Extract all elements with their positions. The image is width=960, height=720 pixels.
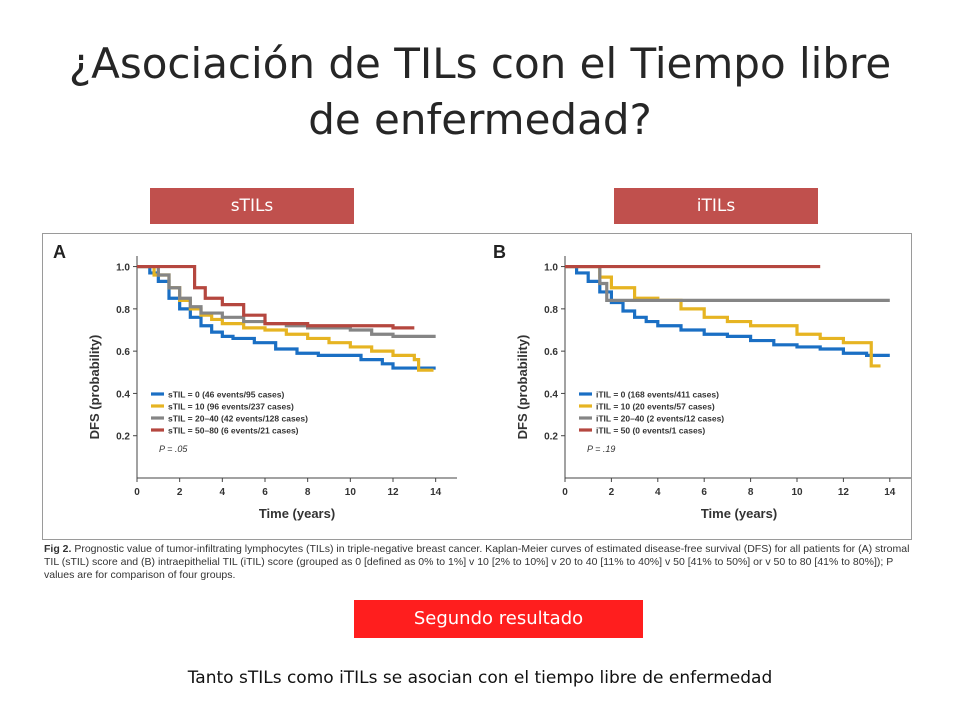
y-axis-label: DFS (probability) [515,335,530,440]
x-tick-label: 4 [220,487,226,498]
series-line-1 [565,264,890,357]
x-tick-label: 2 [177,487,183,498]
x-tick-label: 2 [609,487,615,498]
legend-label: iTIL = 50 (0 events/1 cases) [596,426,705,436]
conclusion-text: Tanto sTILs como iTILs se asocian con el… [187,668,773,688]
x-tick-label: 4 [655,487,661,498]
legend-label: iTIL = 10 (20 events/57 cases) [596,402,715,412]
legend-label: sTIL = 20–40 (42 events/128 cases) [168,414,308,424]
caption-label: Fig 2. [44,543,72,555]
panel-label: A [53,242,66,262]
y-tick-label: 0.4 [544,389,558,400]
legend-label: sTIL = 50–80 (6 events/21 cases) [168,426,299,436]
y-tick-label: 1.0 [544,263,558,274]
y-tick-label: 0.8 [544,305,558,316]
series-line-3 [565,264,890,302]
x-tick-label: 6 [262,487,268,498]
y-tick-label: 0.2 [116,432,130,443]
p-value-label: P = .05 [159,444,188,454]
x-tick-label: 8 [305,487,311,498]
x-tick-label: 12 [387,487,399,498]
y-tick-label: 0.6 [116,347,130,358]
x-tick-label: 6 [701,487,707,498]
x-tick-label: 0 [562,487,568,498]
x-tick-label: 10 [345,487,357,498]
x-axis-label: Time (years) [701,506,777,521]
x-tick-label: 14 [430,487,442,498]
x-tick-label: 0 [134,487,140,498]
series-line-4 [137,264,415,330]
chart-panel-a: A 0.2 0.4 0.6 0.8 1.0 0 2 4 6 8 10 12 14 Time (years) D… [53,242,457,521]
slide-title: ¿Asociación de TILs con el Tiempo libre … [68,39,892,144]
legend-label: sTIL = 10 (96 events/237 cases) [168,402,294,412]
km-charts-svg: A 0.2 0.4 0.6 0.8 1.0 0 2 4 6 8 10 12 14 Time (years) D… [53,242,911,521]
series-line-1 [137,264,436,370]
legend-label: iTIL = 20–40 (2 events/12 cases) [596,414,724,424]
figure-caption: Fig 2. Prognostic value of tumor-infiltr… [44,543,914,582]
result-badge: Segundo resultado [354,600,643,638]
y-tick-label: 0.6 [544,347,558,358]
chart-panel-b: B 0.2 0.4 0.6 0.8 1.0 0 2 4 6 8 10 12 14 Time (years) D… [493,242,911,521]
series-line-2 [565,264,881,368]
x-tick-label: 10 [791,487,803,498]
stils-tag: sTILs [150,188,354,224]
y-tick-label: 0.4 [116,389,130,400]
x-tick-label: 14 [884,487,896,498]
y-axis-label: DFS (probability) [87,335,102,440]
legend-label: iTIL = 0 (168 events/411 cases) [596,390,719,400]
series-line-3 [137,264,436,338]
caption-text: Prognostic value of tumor-infiltrating l… [44,543,910,581]
panel-label: B [493,242,506,262]
y-tick-label: 1.0 [116,263,130,274]
series-line-2 [137,264,434,372]
x-tick-label: 8 [748,487,754,498]
y-tick-label: 0.8 [116,305,130,316]
itils-tag: iTILs [614,188,818,224]
x-tick-label: 12 [838,487,850,498]
km-figure: A 0.2 0.4 0.6 0.8 1.0 0 2 4 6 8 10 12 14 Time (years) D… [42,233,912,540]
y-tick-label: 0.2 [544,432,558,443]
legend-label: sTIL = 0 (46 events/95 cases) [168,390,284,400]
x-axis-label: Time (years) [259,506,335,521]
p-value-label: P = .19 [587,444,615,454]
